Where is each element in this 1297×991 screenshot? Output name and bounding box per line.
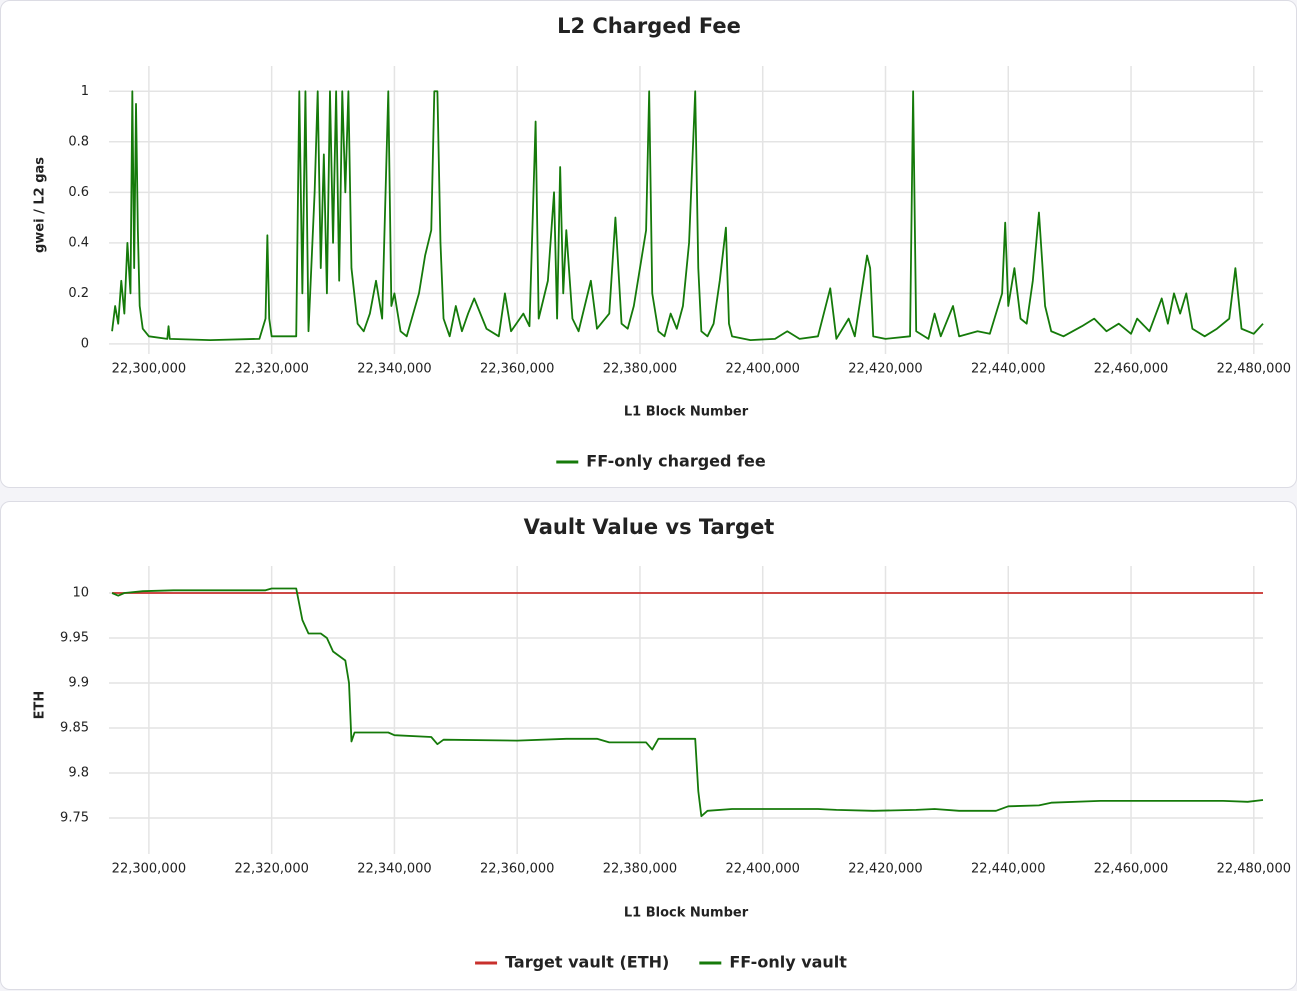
chart-card: L2 Charged Fee 22,300,000 22,320,000 22,340… xyxy=(0,0,1297,488)
series-line xyxy=(111,587,1264,818)
y-axis-title: ETH xyxy=(33,691,48,720)
x-tick-label: 22,320,000 xyxy=(234,362,308,377)
y-tick-label: 1 xyxy=(81,84,89,99)
y-axis-title: gwei / L2 gas xyxy=(33,157,48,253)
x-tick-label: 22,480,000 xyxy=(1217,862,1291,877)
x-tick-label: 22,440,000 xyxy=(971,362,1045,377)
x-tick-label: 22,400,000 xyxy=(726,862,800,877)
x-axis-title: L1 Block Number xyxy=(624,405,749,420)
legend-item: FF-only charged fee xyxy=(556,452,766,471)
y-tick-label: 10 xyxy=(72,586,89,601)
series-line xyxy=(111,90,1264,342)
legend-label: Target vault (ETH) xyxy=(505,953,669,972)
chart: L2 Charged Fee 22,300,000 22,320,000 22,340… xyxy=(33,14,1292,471)
y-tick-label: 9.9 xyxy=(68,676,89,691)
y-tick-label: 9.85 xyxy=(60,721,89,736)
x-tick-label: 22,300,000 xyxy=(112,862,186,877)
chart-title: L2 Charged Fee xyxy=(557,14,741,38)
x-tick-label: 22,360,000 xyxy=(480,862,554,877)
x-tick-label: 22,340,000 xyxy=(357,862,431,877)
x-tick-label: 22,380,000 xyxy=(603,862,677,877)
y-tick-label: 0.8 xyxy=(68,134,89,149)
x-tick-label: 22,320,000 xyxy=(234,862,308,877)
legend: FF-only charged fee xyxy=(556,452,766,471)
y-tick-label: 0.6 xyxy=(68,185,89,200)
legend-item: FF-only vault xyxy=(699,953,847,972)
legend-item: Target vault (ETH) xyxy=(475,953,669,972)
x-tick-label: 22,460,000 xyxy=(1094,862,1168,877)
x-tick-label: 22,400,000 xyxy=(726,362,800,377)
y-tick-label: 9.95 xyxy=(60,631,89,646)
y-tick-label: 9.75 xyxy=(60,811,89,826)
x-tick-label: 22,420,000 xyxy=(848,862,922,877)
x-tick-label: 22,340,000 xyxy=(357,362,431,377)
chart: Vault Value vs Target 22,300,000 22,320,00… xyxy=(33,515,1292,972)
y-tick-label: 0 xyxy=(81,336,89,351)
x-tick-label: 22,420,000 xyxy=(848,362,922,377)
y-tick-label: 9.8 xyxy=(68,766,89,781)
x-tick-label: 22,300,000 xyxy=(112,362,186,377)
legend: Target vault (ETH) FF-only vault xyxy=(475,953,847,972)
x-tick-label: 22,440,000 xyxy=(971,862,1045,877)
legend-label: FF-only charged fee xyxy=(586,452,766,471)
x-tick-label: 22,380,000 xyxy=(603,362,677,377)
y-tick-label: 0.2 xyxy=(68,286,89,301)
y-tick-label: 0.4 xyxy=(68,235,89,250)
x-tick-label: 22,360,000 xyxy=(480,362,554,377)
x-tick-label: 22,480,000 xyxy=(1217,362,1291,377)
x-tick-label: 22,460,000 xyxy=(1094,362,1168,377)
chart-title: Vault Value vs Target xyxy=(524,515,775,539)
legend-label: FF-only vault xyxy=(729,953,847,972)
x-axis-title: L1 Block Number xyxy=(624,906,749,921)
chart-card: Vault Value vs Target 22,300,000 22,320,00… xyxy=(0,501,1297,990)
